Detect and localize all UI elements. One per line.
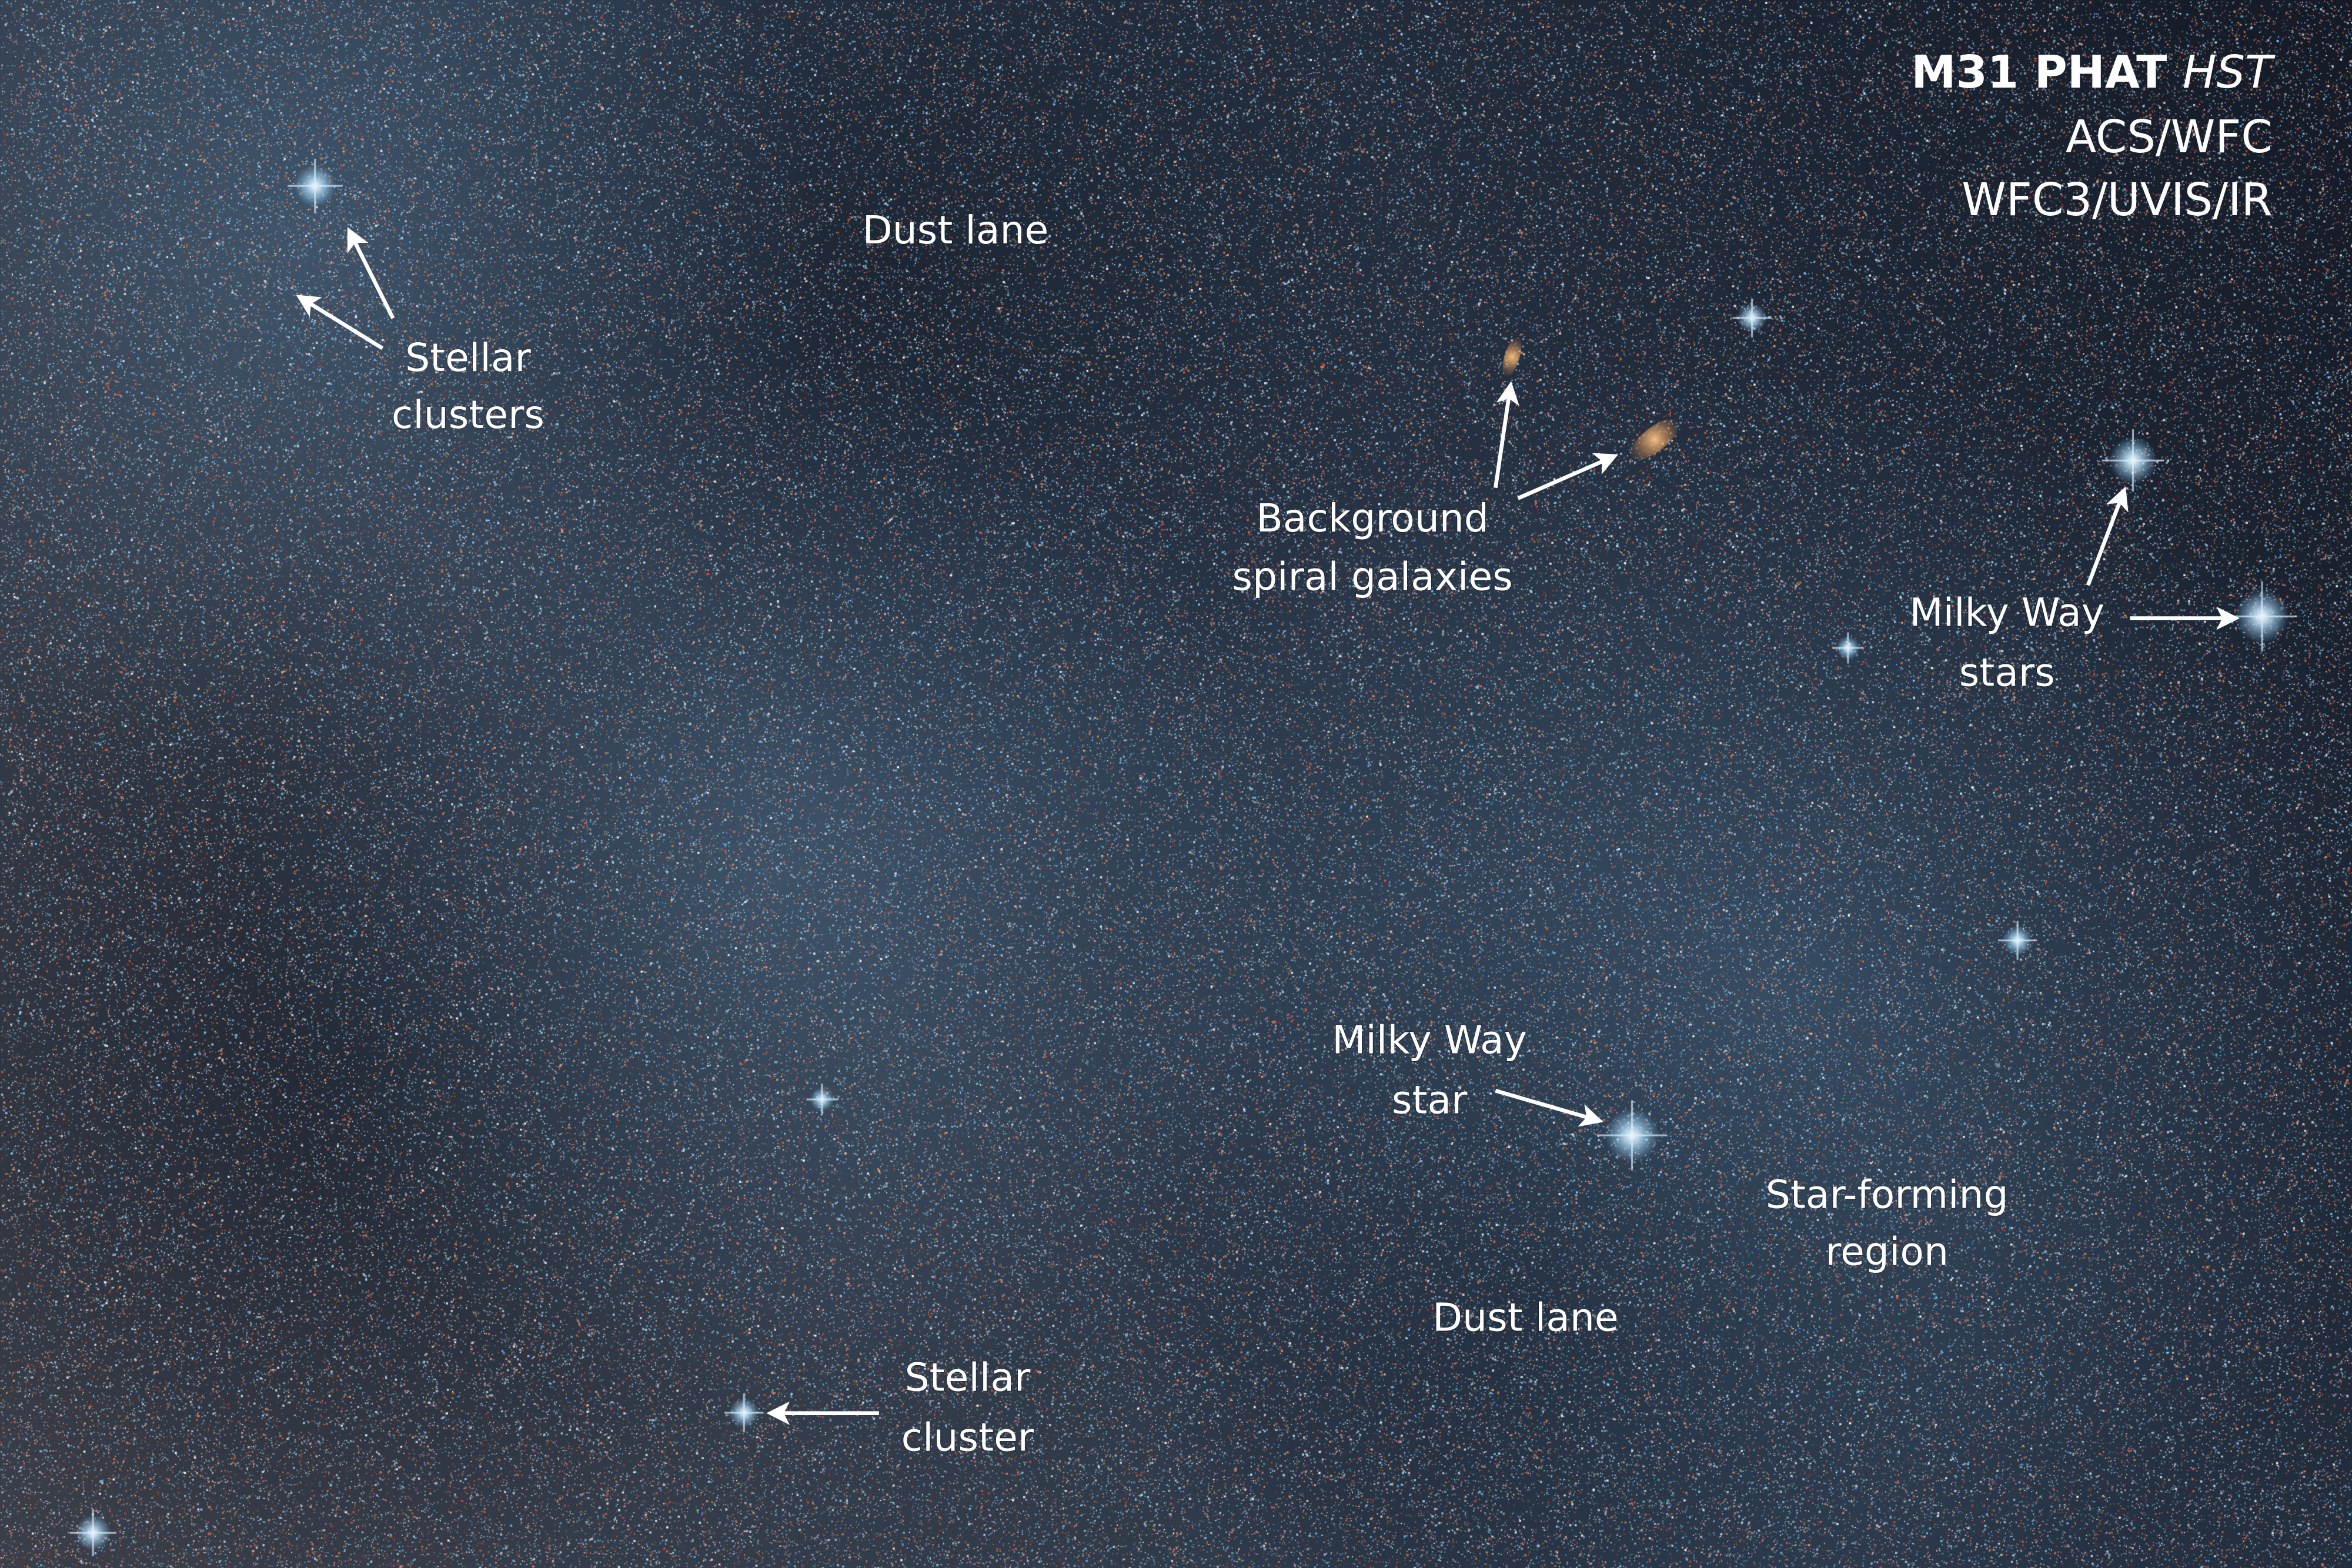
label-line: stars (1959, 650, 2055, 696)
annotation-star-forming-region: Star-forming region (1765, 1171, 2009, 1275)
annotation-milky-way-stars: Milky Way stars (1909, 486, 2240, 696)
label-line: cluster (901, 1415, 1034, 1460)
annotation-stellar-clusters: Stellar clusters (296, 227, 545, 438)
title-line-1: M31 PHAT HST (1911, 46, 2276, 99)
label-line: region (1825, 1228, 1949, 1274)
arrow-icon (1517, 453, 1619, 500)
arrow-icon (2086, 486, 2129, 586)
label-line: Star-forming (1766, 1171, 2009, 1217)
label-line: Milky Way (1332, 1017, 1527, 1063)
arrow-icon (296, 295, 384, 350)
label-line: Background (1256, 495, 1489, 541)
label-dust-lane-bottom: Dust lane (1432, 1295, 1619, 1340)
annotation-milky-way-star: Milky Way star (1331, 1016, 1604, 1127)
title-line-3: WFC3/UVIS/IR (1962, 174, 2273, 226)
label-dust-lane-top: Dust lane (863, 207, 1049, 253)
arrow-icon (1494, 381, 1519, 489)
title-block: M31 PHAT HST ACS/WFC WFC3/UVIS/IR (1911, 46, 2276, 226)
label-line: spiral galaxies (1232, 553, 1513, 599)
label-line: star (1392, 1077, 1468, 1123)
label-line: clusters (392, 392, 544, 437)
arrow-icon (347, 227, 395, 319)
annotation-background-galaxies: Background spiral galaxies (1231, 381, 1619, 600)
label-line: Milky Way (1909, 590, 2104, 636)
annotation-stellar-cluster: Stellar cluster (766, 1353, 1035, 1461)
label-line: Stellar (405, 335, 531, 380)
label-line: Stellar (905, 1355, 1031, 1400)
arrow-icon (1495, 1088, 1604, 1127)
title-line-2: ACS/WFC (2066, 111, 2273, 163)
